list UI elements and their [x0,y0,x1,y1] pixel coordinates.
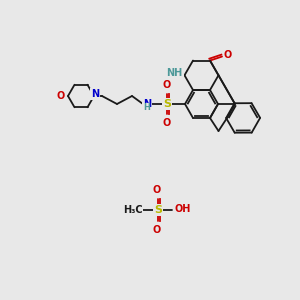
Text: H: H [143,103,150,112]
Text: NH: NH [167,68,183,78]
Text: N: N [91,89,99,99]
Text: O: O [153,225,161,235]
Text: S: S [154,205,162,215]
Text: S: S [163,99,171,109]
Text: O: O [57,91,65,101]
Text: N: N [143,99,151,109]
Text: O: O [163,80,171,90]
Text: O: O [224,50,232,60]
Text: O: O [153,185,161,195]
Text: O: O [163,118,171,128]
Text: H₃C: H₃C [123,205,143,215]
Text: OH: OH [175,204,191,214]
